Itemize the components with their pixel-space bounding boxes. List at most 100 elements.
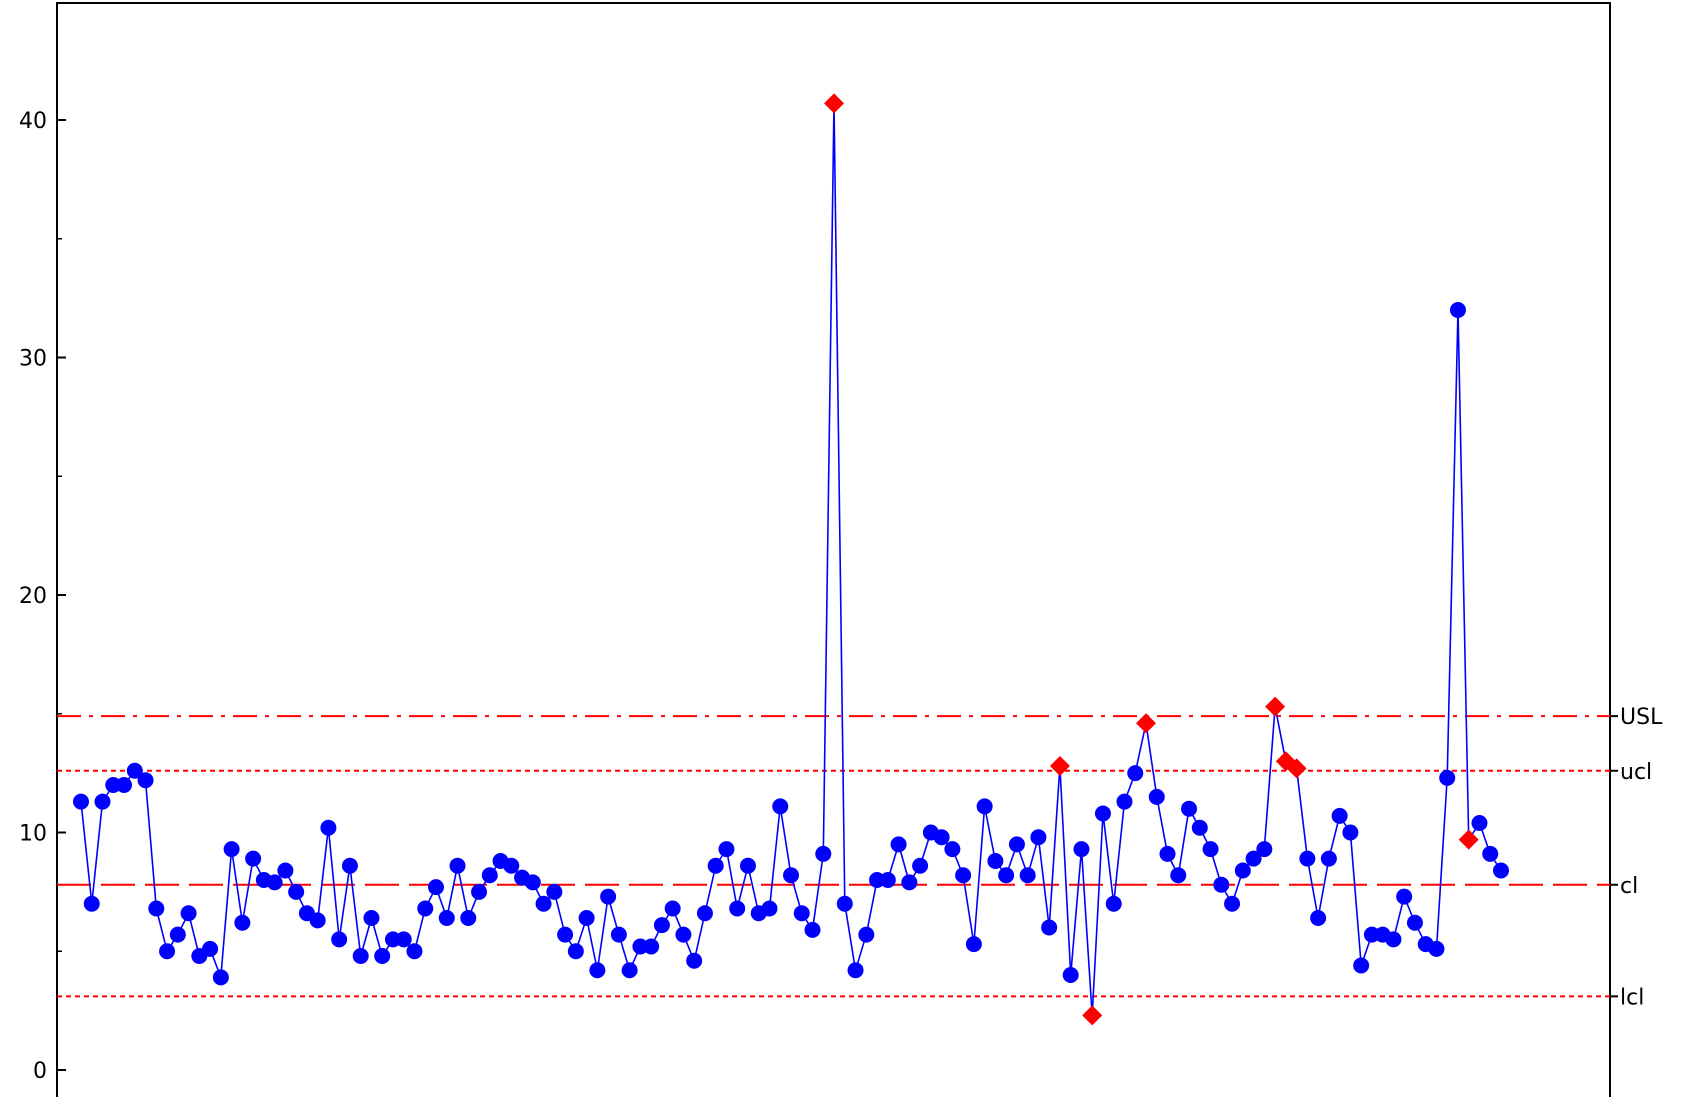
data-point	[137, 772, 154, 789]
data-point	[1471, 815, 1488, 831]
data-point	[1331, 807, 1348, 824]
data-point	[836, 895, 853, 912]
data-point	[589, 962, 606, 979]
data-point	[524, 874, 541, 891]
data-point	[1385, 931, 1402, 948]
y-axis: 0 10 20 30 40	[19, 109, 66, 1084]
data-point	[1245, 850, 1262, 867]
data-point	[1342, 824, 1359, 841]
data-point	[1224, 895, 1241, 912]
data-point	[1406, 914, 1423, 931]
data-point	[1353, 957, 1370, 974]
data-point	[643, 938, 660, 955]
data-point	[675, 926, 692, 943]
data-point	[998, 867, 1015, 884]
data-point	[471, 883, 488, 900]
data-point	[1493, 862, 1509, 879]
out-of-control-point	[824, 93, 845, 114]
data-point	[352, 948, 369, 964]
data-point	[965, 936, 982, 953]
data-point	[1439, 769, 1456, 786]
data-point	[772, 798, 789, 815]
data-point	[1159, 845, 1176, 862]
y-tick-label: 10	[19, 822, 47, 847]
data-point	[417, 900, 434, 917]
data-point	[1127, 765, 1144, 782]
data-point	[858, 926, 875, 943]
data-point	[277, 862, 294, 879]
data-point	[374, 948, 391, 964]
data-point	[245, 850, 262, 867]
y-tick-label: 30	[19, 347, 47, 372]
data-point	[234, 914, 251, 931]
data-point	[1116, 793, 1133, 810]
data-point	[1191, 819, 1208, 836]
data-point	[804, 921, 821, 938]
data-point	[1428, 940, 1445, 957]
data-point	[180, 905, 197, 922]
out-of-control-point	[1136, 713, 1156, 734]
data-point	[1105, 895, 1122, 912]
data-point	[783, 867, 799, 884]
data-point	[288, 883, 305, 900]
data-point	[815, 845, 832, 862]
data-point	[944, 841, 961, 858]
data-point	[395, 931, 412, 948]
data-point	[707, 857, 724, 874]
data-point	[1449, 302, 1466, 318]
data-point	[1170, 867, 1187, 884]
data-point	[331, 931, 348, 948]
reference-lines: USL ucl cl lcl	[57, 705, 1663, 1010]
data-point	[1310, 910, 1327, 926]
data-point	[1062, 967, 1079, 983]
data-point	[1019, 867, 1036, 884]
data-point	[933, 829, 950, 846]
data-point	[363, 910, 380, 926]
data-point	[578, 910, 595, 926]
data-point	[793, 905, 810, 922]
plot-frame	[56, 2, 1611, 1097]
data-point	[481, 867, 498, 884]
data-point	[212, 969, 229, 986]
data-point	[610, 926, 627, 943]
data-point	[912, 857, 929, 874]
data-point	[686, 952, 703, 969]
data-point	[847, 962, 864, 979]
data-point	[320, 819, 337, 836]
data-point	[1320, 850, 1337, 867]
data-point	[1482, 845, 1499, 862]
data-point	[94, 793, 111, 810]
data-point	[600, 888, 617, 905]
data-point	[169, 926, 186, 943]
data-point	[890, 836, 907, 853]
data-point	[126, 762, 143, 779]
data-point	[406, 943, 423, 960]
data-point	[901, 874, 918, 891]
out-of-control-point	[1458, 829, 1479, 850]
data-point	[664, 900, 681, 917]
data-point	[729, 900, 746, 917]
data-point	[976, 798, 993, 815]
data-point	[1202, 841, 1219, 858]
ref-line-label-ucl: ucl	[1620, 760, 1652, 785]
data-point	[696, 905, 713, 922]
data-point	[116, 777, 133, 793]
data-point	[1213, 876, 1230, 893]
ref-line-label-lcl: lcl	[1620, 985, 1644, 1010]
data-point	[567, 943, 584, 960]
data-point	[557, 926, 574, 943]
data-point	[1008, 836, 1025, 853]
out-of-control-point	[1082, 1005, 1103, 1026]
data-point	[1030, 829, 1047, 846]
data-point	[761, 900, 778, 917]
y-tick-label: 0	[33, 1059, 47, 1084]
data-point	[1256, 841, 1273, 858]
data-point	[309, 912, 326, 929]
out-of-control-point	[1286, 758, 1307, 779]
data-point	[1073, 841, 1090, 858]
data-point	[1234, 862, 1251, 879]
data-point	[535, 895, 552, 912]
data-point	[202, 940, 219, 957]
data-markers	[73, 93, 1509, 1026]
